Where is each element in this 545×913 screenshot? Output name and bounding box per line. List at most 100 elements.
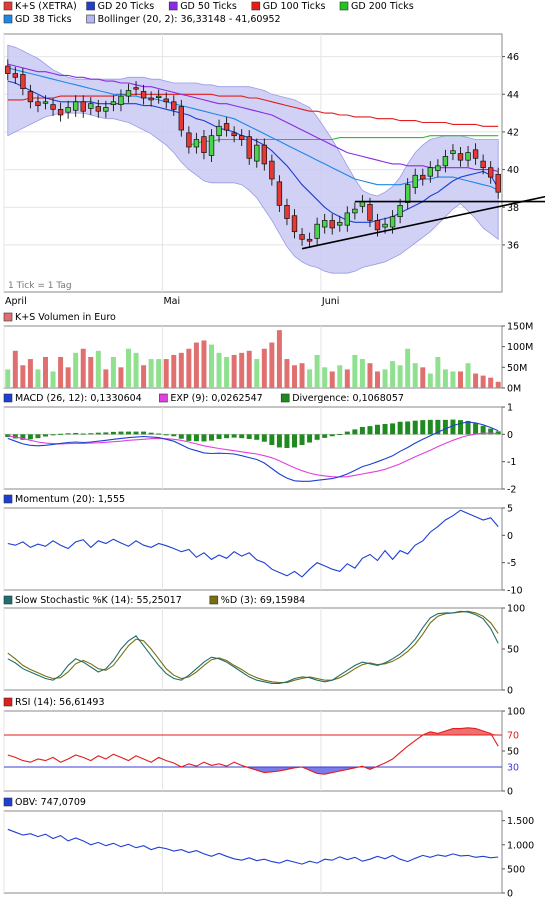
candle <box>291 209 298 239</box>
divergence-bar <box>450 419 456 435</box>
divergence-bar <box>50 434 56 436</box>
candle-body <box>382 223 388 228</box>
volume-bar <box>284 359 290 388</box>
divergence-bar <box>73 432 79 435</box>
divergence-bar <box>359 426 365 435</box>
divergence-bar <box>209 434 214 441</box>
candle <box>140 84 147 105</box>
y-tick-label-2-2: 0 <box>507 430 513 441</box>
candle-body <box>329 220 335 229</box>
candle-body <box>450 150 456 154</box>
volume-bar <box>314 354 320 388</box>
candle <box>487 161 494 184</box>
divergence-bar <box>322 434 328 438</box>
volume-bar <box>382 369 388 388</box>
volume-bar <box>186 348 192 388</box>
divergence-bar <box>427 419 433 435</box>
volume-bar <box>427 373 433 388</box>
candle <box>5 59 11 81</box>
candle <box>457 146 464 167</box>
divergence-bar <box>201 434 207 442</box>
y-tick-label-5-1: 50 <box>507 747 519 758</box>
candle <box>442 149 449 173</box>
legend-label-p0b-1: Bollinger (20, 2): 36,33148 - 41,60952 <box>98 14 281 25</box>
candle-body <box>125 90 132 97</box>
volume-bar <box>35 369 41 388</box>
divergence-bar <box>110 431 116 435</box>
candle-body <box>261 144 268 165</box>
candle <box>72 95 79 117</box>
legend-label-p3-0: Momentum (20): 1,555 <box>15 494 125 505</box>
candle <box>420 168 426 186</box>
y-tick-label-1-3: 150M <box>507 322 533 333</box>
x-label-1: Mai <box>163 296 180 307</box>
candle-body <box>140 91 147 99</box>
macd-line <box>7 421 499 482</box>
macd-exp-line <box>7 432 499 478</box>
legend-swatch-p4-1 <box>209 595 219 605</box>
y-tick-label-0-1: 38 <box>507 203 519 214</box>
divergence-bar <box>314 434 320 440</box>
volume-bar <box>110 357 116 388</box>
candle-body <box>72 101 79 111</box>
candle <box>231 126 237 143</box>
volume-bar <box>299 363 305 388</box>
divergence-bar <box>435 419 441 435</box>
divergence-bar <box>171 434 177 437</box>
candle-body <box>193 139 200 148</box>
legend-swatch-p0b-1 <box>86 14 95 24</box>
candle-body <box>420 174 426 180</box>
candle <box>404 178 411 210</box>
candle <box>125 83 132 103</box>
candle <box>299 227 305 246</box>
y-tick-label-0-4: 44 <box>507 90 519 101</box>
candle <box>261 138 268 171</box>
candle-body <box>352 208 358 214</box>
candle <box>412 168 418 195</box>
divergence-bar <box>141 431 147 435</box>
candle <box>254 138 260 168</box>
candle <box>435 159 441 178</box>
volume-bar <box>103 369 109 388</box>
volume-bar <box>352 354 358 388</box>
volume-bar <box>118 367 124 388</box>
candle-body <box>427 167 434 177</box>
volume-bar <box>412 363 418 388</box>
divergence-bar <box>480 425 486 435</box>
legend-swatch-p1-0 <box>3 312 13 322</box>
panel-2-frame <box>3 406 503 490</box>
candle <box>12 66 19 84</box>
candle-body <box>284 205 290 219</box>
volume-bar <box>269 342 275 388</box>
candle <box>208 129 215 163</box>
volume-bar <box>58 357 64 388</box>
y-tick-label-6-1: 500 <box>507 864 525 875</box>
candle-body <box>88 103 94 109</box>
volume-bar <box>163 359 169 388</box>
volume-bar <box>239 352 245 388</box>
volume-bar <box>126 348 131 388</box>
volume-bar <box>261 348 267 388</box>
volume-bar <box>442 369 448 388</box>
candle-body <box>50 104 56 110</box>
divergence-bar <box>118 431 124 435</box>
y-tick-label-3-1: -5 <box>507 558 516 569</box>
volume-bar <box>224 357 230 388</box>
volume-bar <box>43 357 48 388</box>
legend-label-p0a-0: K+S (XETRA) <box>15 1 77 12</box>
candle-body <box>178 106 185 131</box>
gd100-line <box>7 93 499 127</box>
divergence-bar <box>458 420 463 435</box>
y-tick-label-1-1: 50M <box>507 363 527 374</box>
candle <box>337 215 343 232</box>
stoch-k-line <box>7 610 499 684</box>
legend-label-p2-1: EXP (9): 0,0262547 <box>170 393 262 404</box>
divergence-bar <box>276 434 282 448</box>
volume-bar <box>375 371 380 388</box>
candle-body <box>20 74 26 89</box>
divergence-bar <box>284 434 290 448</box>
candle-body <box>35 101 41 106</box>
candle-body <box>487 167 494 178</box>
volume-bar <box>359 359 365 388</box>
candle-body <box>216 125 222 137</box>
